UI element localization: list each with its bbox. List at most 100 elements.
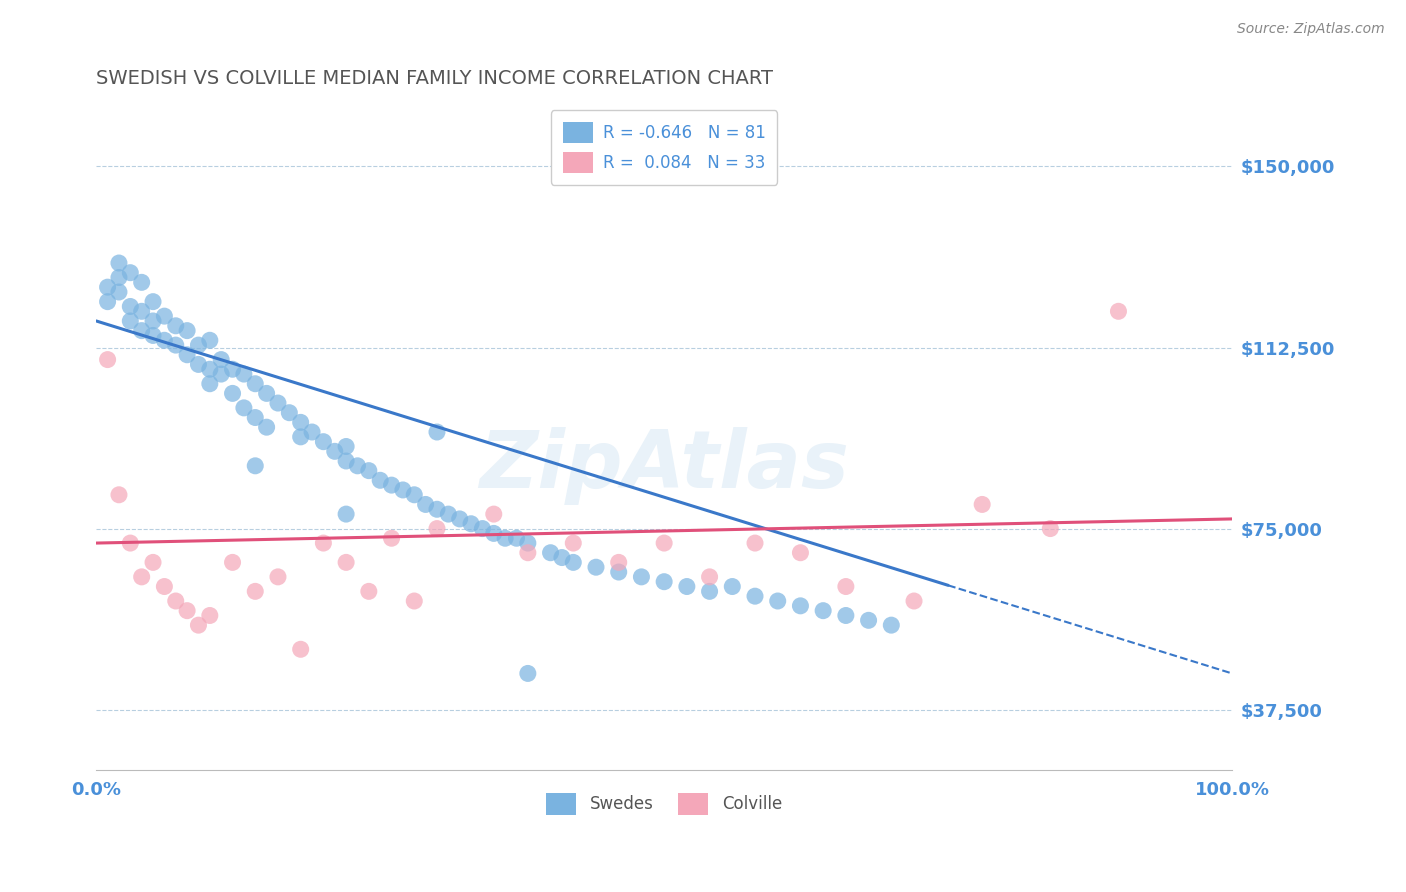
Point [652,536,675,550]
Point [460,516,482,531]
Point [290,642,312,657]
Point [209,352,232,367]
Point [97,352,120,367]
Point [540,546,562,560]
Point [437,507,460,521]
Point [482,507,505,521]
Point [176,348,198,362]
Point [607,565,630,579]
Legend: Swedes, Colville: Swedes, Colville [540,787,789,822]
Point [721,580,744,594]
Point [312,536,335,550]
Point [357,584,380,599]
Point [368,473,391,487]
Point [221,386,243,401]
Point [676,580,699,594]
Point [97,294,120,309]
Point [187,358,209,372]
Point [198,376,221,391]
Point [301,425,323,439]
Point [120,300,142,314]
Point [494,531,516,545]
Point [153,580,176,594]
Point [165,594,187,608]
Point [607,555,630,569]
Point [165,338,187,352]
Point [551,550,574,565]
Point [357,464,380,478]
Point [335,507,357,521]
Point [232,401,254,415]
Point [811,604,834,618]
Point [131,276,153,290]
Point [380,531,402,545]
Point [245,584,267,599]
Point [120,266,142,280]
Point [198,608,221,623]
Point [187,618,209,632]
Point [97,280,120,294]
Point [245,376,267,391]
Point [415,498,437,512]
Point [426,522,449,536]
Point [198,333,221,347]
Point [108,256,131,270]
Point [142,314,165,328]
Point [516,666,538,681]
Point [392,483,415,497]
Point [245,458,267,473]
Point [108,270,131,285]
Point [142,328,165,343]
Point [267,570,290,584]
Point [766,594,789,608]
Point [516,546,538,560]
Point [880,618,903,632]
Point [245,410,267,425]
Point [267,396,290,410]
Point [346,458,368,473]
Text: ZipAtlas: ZipAtlas [479,426,849,505]
Point [471,522,494,536]
Point [972,498,994,512]
Point [835,580,858,594]
Point [404,594,426,608]
Point [404,488,426,502]
Point [142,555,165,569]
Point [221,555,243,569]
Point [449,512,471,526]
Point [516,536,538,550]
Point [221,362,243,376]
Point [120,536,142,550]
Point [131,324,153,338]
Point [380,478,402,492]
Point [699,584,721,599]
Point [198,362,221,376]
Point [278,406,301,420]
Point [835,608,858,623]
Text: Source: ZipAtlas.com: Source: ZipAtlas.com [1237,22,1385,37]
Point [131,570,153,584]
Point [903,594,925,608]
Point [505,531,527,545]
Point [652,574,675,589]
Point [1039,522,1062,536]
Point [744,589,766,603]
Point [256,420,278,434]
Point [153,333,176,347]
Point [209,367,232,381]
Point [562,536,585,550]
Point [789,546,811,560]
Point [108,488,131,502]
Point [142,294,165,309]
Point [585,560,607,574]
Point [120,314,142,328]
Point [482,526,505,541]
Point [108,285,131,299]
Point [153,309,176,323]
Point [290,430,312,444]
Text: SWEDISH VS COLVILLE MEDIAN FAMILY INCOME CORRELATION CHART: SWEDISH VS COLVILLE MEDIAN FAMILY INCOME… [96,69,773,87]
Point [256,386,278,401]
Point [312,434,335,449]
Point [789,599,811,613]
Point [335,454,357,468]
